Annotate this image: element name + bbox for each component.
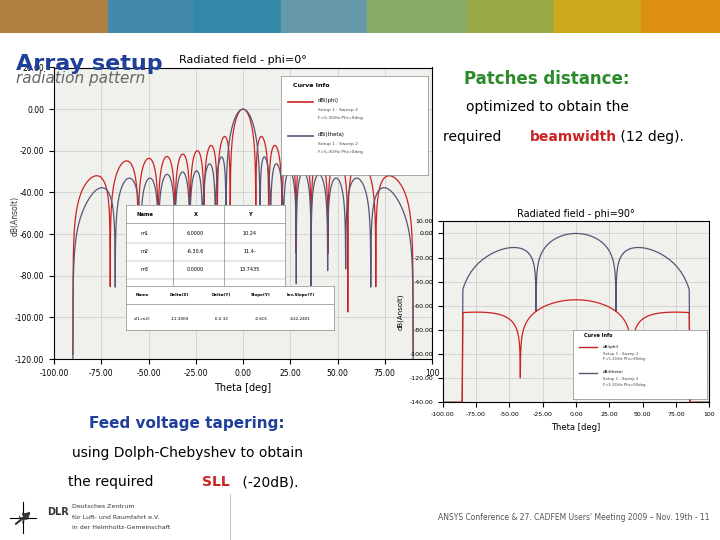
Bar [554, 0, 641, 33]
Text: dB(Ansolt): dB(Ansolt) [11, 196, 20, 236]
Text: für Luft- und Raumfahrt e.V.: für Luft- und Raumfahrt e.V. [72, 515, 160, 519]
Text: ANSYS Conference & 27. CADFEM Users' Meeting 2009 – Nov. 19th - 11: ANSYS Conference & 27. CADFEM Users' Mee… [438, 512, 709, 522]
Text: radiation pattern: radiation pattern [16, 71, 145, 86]
Text: Patches distance:: Patches distance: [464, 70, 630, 88]
Text: the required: the required [68, 475, 158, 489]
Text: required: required [443, 130, 505, 144]
Text: optimized to obtain the: optimized to obtain the [466, 100, 629, 114]
Bar [367, 0, 468, 33]
Text: DLR: DLR [47, 508, 68, 517]
Bar [194, 0, 281, 33]
Bar [468, 0, 554, 33]
X-axis label: Theta [deg]: Theta [deg] [215, 383, 271, 393]
Title: Radiated field - phi=90°: Radiated field - phi=90° [517, 209, 635, 219]
Bar [641, 0, 720, 33]
Bar [0, 0, 108, 33]
X-axis label: Theta [deg]: Theta [deg] [552, 423, 600, 431]
Text: Feed voltage tapering:: Feed voltage tapering: [89, 416, 285, 431]
Bar [281, 0, 367, 33]
Text: Deutsches Zentrum: Deutsches Zentrum [72, 504, 135, 509]
Y-axis label: dB(Ansolt): dB(Ansolt) [397, 294, 404, 330]
Bar [0, 494, 230, 540]
Text: using Dolph-Chebyshev to obtain: using Dolph-Chebyshev to obtain [72, 446, 302, 460]
Text: SLL: SLL [202, 475, 230, 489]
Text: (12 deg).: (12 deg). [616, 130, 683, 144]
Text: Array setup: Array setup [16, 54, 163, 74]
Text: (-20dB).: (-20dB). [238, 475, 298, 489]
Text: beamwidth: beamwidth [530, 130, 617, 144]
Text: in der Helmholtz-Gemeinschaft: in der Helmholtz-Gemeinschaft [72, 525, 170, 530]
Bar [108, 0, 194, 33]
Title: Radiated field - phi=0°: Radiated field - phi=0° [179, 55, 307, 65]
Text: ✈: ✈ [17, 511, 30, 525]
